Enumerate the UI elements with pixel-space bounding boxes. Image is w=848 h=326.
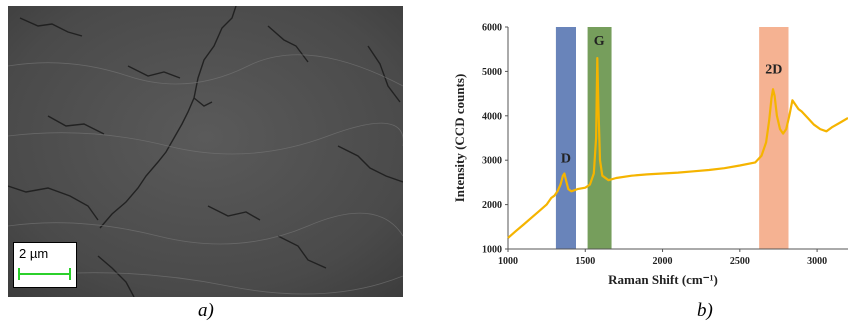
scale-bar-label: 2 µm xyxy=(19,246,49,261)
scale-bar-graphic xyxy=(18,268,71,280)
x-tick-label: 1000 xyxy=(498,256,518,267)
x-tick-label: 1500 xyxy=(575,256,595,267)
band-label-d: D xyxy=(561,151,571,166)
band-label-2d: 2D xyxy=(765,63,782,78)
band-d xyxy=(555,27,576,249)
raman-chart: 1000 2000 3000 4000 5000 6000 1000 1500 2000 2500… xyxy=(436,10,848,300)
x-tick-label: 2000 xyxy=(653,256,673,267)
y-tick-label: 1000 xyxy=(482,245,502,256)
band-label-g: G xyxy=(594,34,605,49)
x-tick-label: 2500 xyxy=(730,256,750,267)
band-2d xyxy=(759,27,789,249)
bands-layer xyxy=(555,27,789,249)
line-layer xyxy=(507,56,848,239)
y-tick-label: 2000 xyxy=(482,200,502,211)
caption-b: b) xyxy=(697,300,713,321)
labels-layer: D G 2D xyxy=(561,34,782,167)
raman-chart-svg: 1000 2000 3000 4000 5000 6000 1000 1500 2000 2500… xyxy=(452,23,848,287)
sem-image: 2 µm xyxy=(8,6,403,297)
x-tick-label: 3000 xyxy=(807,256,827,267)
scale-bar-box: 2 µm xyxy=(13,242,77,288)
y-axis-title: Intensity (CCD counts) xyxy=(452,74,467,203)
axes-layer: 1000 2000 3000 4000 5000 6000 1000 1500 2000 2500… xyxy=(452,23,848,287)
x-axis-title: Raman Shift (cm⁻¹) xyxy=(608,272,718,287)
y-tick-label: 6000 xyxy=(482,23,502,34)
y-tick-label: 3000 xyxy=(482,156,502,167)
caption-a: a) xyxy=(198,300,214,321)
spectrum-line xyxy=(507,56,848,239)
y-tick-label: 4000 xyxy=(482,111,502,122)
y-tick-label: 5000 xyxy=(482,67,502,78)
